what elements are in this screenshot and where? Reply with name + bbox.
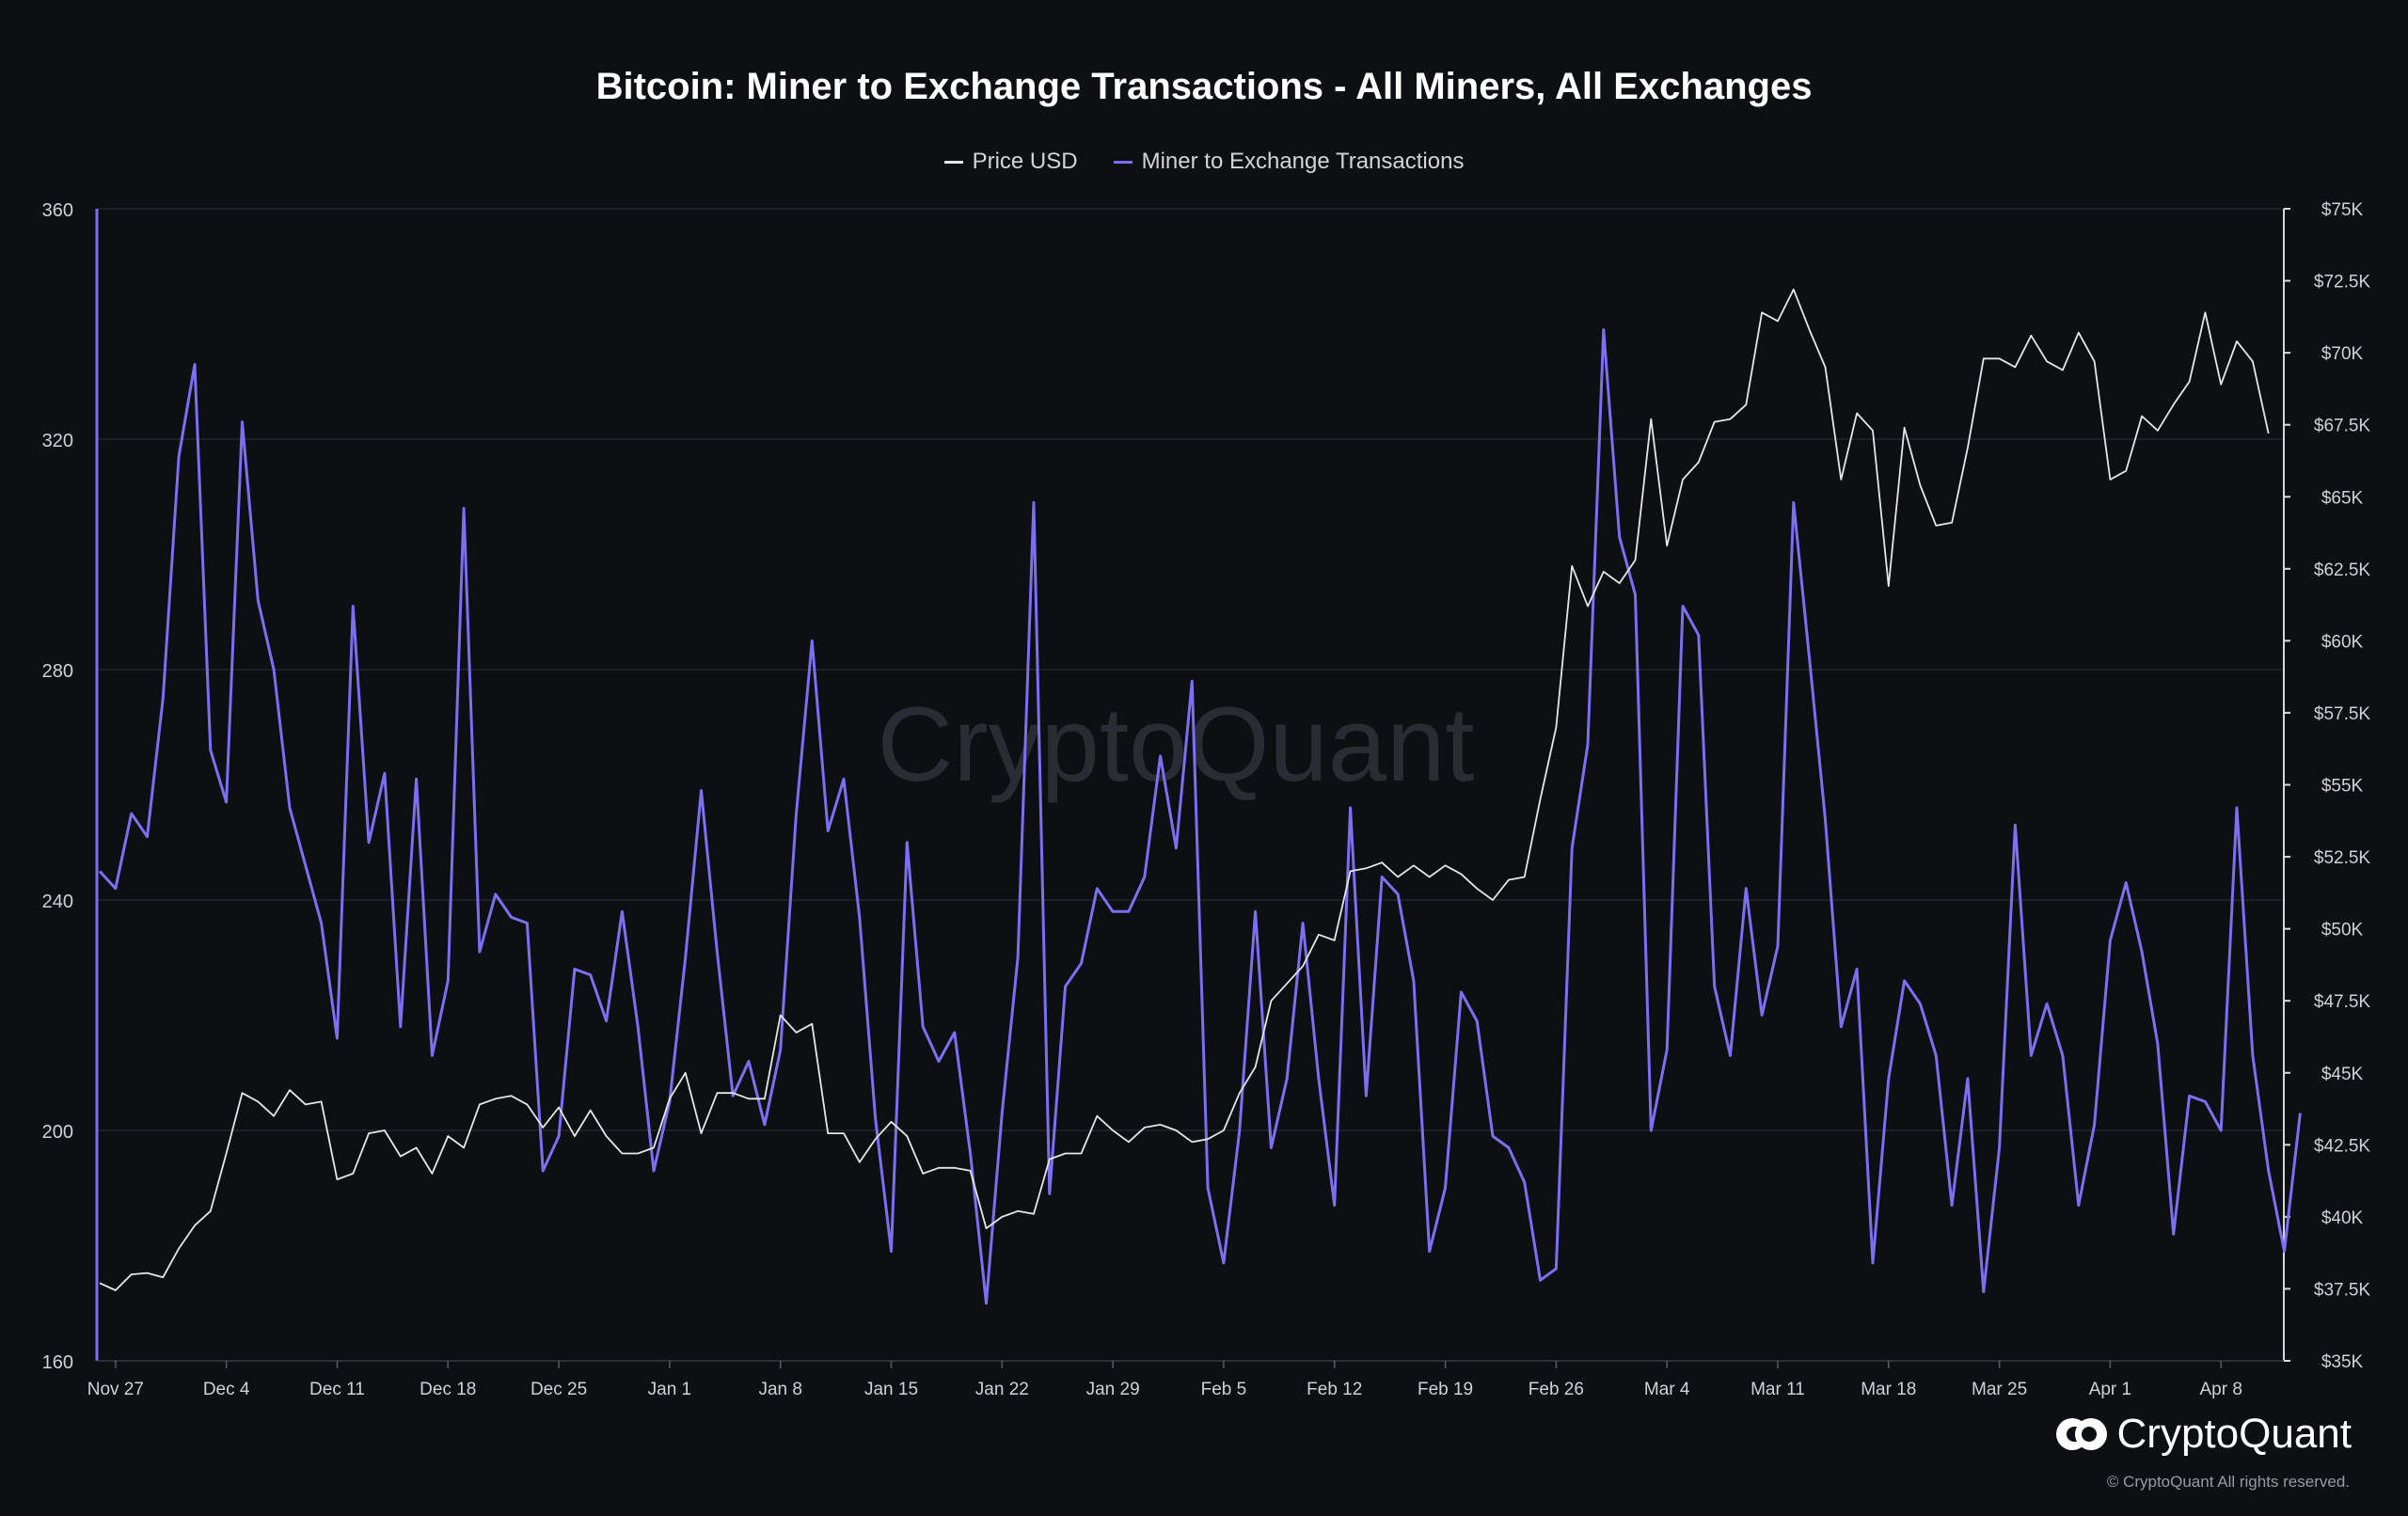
x-tick-label: Jan 1 (648, 1380, 691, 1399)
y-right-tick-label: $75K (2321, 200, 2364, 220)
legend-label-transactions: Miner to Exchange Transactions (1141, 149, 1465, 174)
y-right-tick-label: $37.5K (2314, 1280, 2371, 1300)
y-left-tick-label: 160 (42, 1352, 73, 1373)
x-tick-label: Dec 11 (309, 1380, 365, 1399)
miner-to-exchange-line (98, 328, 2302, 1305)
x-tick-label: Mar 25 (1972, 1380, 2027, 1399)
y-left-tick-label: 320 (42, 431, 73, 451)
x-tick-label: Apr 8 (2200, 1380, 2242, 1399)
chart-title: Bitcoin: Miner to Exchange Transactions … (595, 66, 1813, 107)
x-tick-label: Feb 5 (1201, 1380, 1247, 1399)
y-left-tick-label: 360 (42, 200, 73, 221)
y-right-tick-label: $47.5K (2314, 992, 2371, 1012)
y-right-tick-label: $67.5K (2314, 417, 2371, 436)
y-right-tick-label: $52.5K (2314, 848, 2371, 868)
cryptoquant-logo-icon (2055, 1415, 2108, 1453)
y-right-tick-label: $65K (2321, 488, 2364, 508)
y-right-tick-label: $40K (2321, 1208, 2364, 1228)
legend-label-price: Price USD (972, 149, 1078, 174)
y-right-tick-label: $70K (2321, 344, 2364, 364)
chart-legend: Price USD Miner to Exchange Transactions (0, 149, 2408, 175)
y-right-tick-label: $60K (2321, 632, 2364, 652)
y-right-tick-label: $45K (2321, 1065, 2364, 1084)
x-tick-label: Dec 18 (420, 1380, 476, 1399)
x-tick-label: Jan 22 (975, 1380, 1029, 1399)
x-tick-label: Mar 11 (1751, 1380, 1805, 1399)
copyright: © CryptoQuant All rights reserved. (2106, 1473, 2350, 1491)
x-tick-label: Mar 4 (1644, 1380, 1690, 1399)
legend-item-price[interactable]: Price USD (943, 149, 1078, 175)
x-tick-label: Nov 27 (87, 1380, 144, 1399)
y-right-tick-label: $72.5K (2314, 273, 2371, 292)
y-right-tick-label: $42.5K (2314, 1136, 2371, 1156)
x-tick-label: Apr 1 (2089, 1380, 2131, 1399)
brand-logo: CryptoQuant (2055, 1411, 2352, 1458)
legend-swatch-transactions (1113, 160, 1133, 164)
y-right-tick-label: $57.5K (2314, 704, 2371, 724)
logo-text: CryptoQuant (2116, 1411, 2352, 1457)
watermark: CryptoQuant (878, 686, 1475, 803)
y-left-tick-label: 200 (42, 1122, 73, 1143)
y-right-tick-label: $62.5K (2314, 561, 2371, 580)
axis-layer: 160 200 240 280 320 360 $35K $37.5K $40K $42.5K $4… (42, 200, 2371, 1399)
y-left-tick-label: 280 (42, 661, 73, 682)
x-tick-label: Jan 15 (864, 1380, 918, 1399)
x-tick-label: Feb 26 (1529, 1380, 1584, 1399)
price-usd-line (99, 288, 2270, 1291)
x-tick-label: Dec 4 (203, 1380, 250, 1399)
x-tick-label: Feb 19 (1418, 1380, 1473, 1399)
y-right-tick-label: $35K (2321, 1352, 2364, 1372)
y-right-tick-label: $50K (2321, 921, 2364, 940)
series-layer (98, 288, 2302, 1305)
legend-swatch-price (943, 160, 963, 164)
x-tick-label: Feb 12 (1307, 1380, 1362, 1399)
x-tick-label: Jan 29 (1086, 1380, 1140, 1399)
x-tick-label: Dec 25 (531, 1380, 587, 1399)
x-tick-label: Jan 8 (758, 1380, 801, 1399)
y-left-tick-label: 240 (42, 892, 73, 912)
y-right-tick-label: $55K (2321, 777, 2364, 797)
x-tick-label: Mar 18 (1861, 1380, 1916, 1399)
legend-item-transactions[interactable]: Miner to Exchange Transactions (1113, 149, 1465, 175)
